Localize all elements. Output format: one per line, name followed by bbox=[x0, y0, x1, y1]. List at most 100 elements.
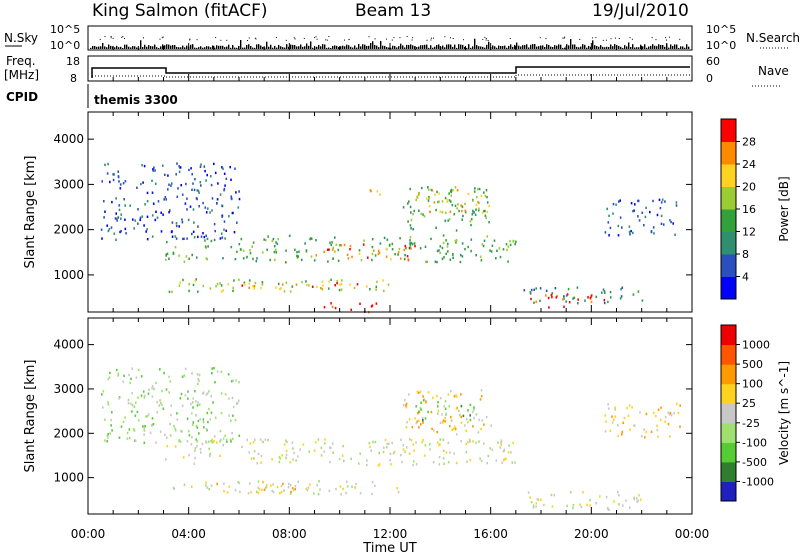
velocity-cell bbox=[213, 439, 215, 443]
power-cell bbox=[550, 293, 553, 297]
power-cell bbox=[450, 189, 452, 193]
velocity-cell bbox=[155, 441, 157, 444]
power-cell bbox=[351, 255, 353, 259]
velocity-cell bbox=[278, 456, 281, 459]
power-cell bbox=[307, 284, 310, 287]
velocity-cell bbox=[107, 401, 109, 404]
velocity-cell bbox=[540, 498, 542, 501]
nsearch-dot bbox=[665, 37, 667, 39]
velocity-cell bbox=[144, 394, 146, 398]
power-cell bbox=[124, 180, 127, 183]
x-tick-label: 00:00 bbox=[675, 527, 710, 541]
nsky-bar bbox=[418, 46, 420, 49]
power-cell bbox=[402, 206, 405, 209]
nsearch-dot bbox=[563, 37, 565, 39]
velocity-ytick-label: 4000 bbox=[53, 338, 84, 352]
velocity-cell bbox=[132, 428, 135, 431]
nsky-bar bbox=[270, 44, 272, 49]
velocity-cell bbox=[302, 443, 305, 446]
velocity-cell bbox=[283, 443, 286, 446]
velocity-cell bbox=[679, 404, 681, 407]
power-colorbar-segment bbox=[721, 164, 736, 187]
velocity-cell bbox=[111, 411, 113, 414]
nsky-bar bbox=[600, 45, 602, 49]
nsky-bar bbox=[248, 44, 250, 49]
nsky-bar bbox=[326, 47, 328, 49]
nsky-bar bbox=[310, 41, 312, 49]
power-cell bbox=[118, 204, 121, 207]
velocity-cell bbox=[626, 406, 628, 410]
nave-label: Nave bbox=[758, 64, 789, 78]
nsky-bar bbox=[122, 47, 124, 49]
nsky-bar bbox=[308, 45, 310, 49]
velocity-colorbar-segment bbox=[721, 364, 736, 385]
velocity-cell bbox=[170, 404, 172, 407]
power-cell bbox=[199, 181, 202, 184]
nsearch-dot bbox=[539, 37, 541, 39]
velocity-cell bbox=[159, 368, 161, 371]
velocity-cell bbox=[230, 440, 232, 443]
nsky-bar bbox=[664, 46, 666, 49]
nsearch-dot bbox=[391, 39, 393, 41]
nsky-bar bbox=[276, 47, 278, 49]
power-cell bbox=[562, 298, 564, 301]
power-cell bbox=[153, 166, 155, 169]
velocity-cell bbox=[110, 424, 112, 427]
velocity-cell bbox=[143, 441, 146, 444]
power-cell bbox=[280, 287, 282, 290]
velocity-cell bbox=[262, 440, 264, 444]
velocity-cell bbox=[500, 439, 503, 442]
velocity-cell bbox=[168, 375, 170, 379]
power-cell bbox=[644, 215, 647, 219]
power-cell bbox=[419, 247, 422, 250]
power-cell bbox=[388, 244, 391, 247]
power-cell bbox=[193, 188, 196, 192]
power-cell bbox=[652, 199, 654, 203]
power-cell bbox=[224, 184, 226, 187]
velocity-cell bbox=[655, 414, 657, 418]
power-cell bbox=[447, 250, 449, 253]
nsearch-dot bbox=[679, 38, 681, 40]
velocity-cell bbox=[162, 407, 165, 410]
velocity-cell bbox=[256, 462, 259, 465]
nsky-bar bbox=[104, 46, 106, 49]
power-cell bbox=[539, 287, 542, 290]
nsky-bar bbox=[446, 44, 448, 49]
power-cell bbox=[334, 236, 336, 239]
velocity-cell bbox=[478, 418, 480, 422]
power-cell bbox=[304, 242, 306, 245]
nsky-bar bbox=[532, 44, 534, 49]
velocity-cell bbox=[436, 394, 438, 398]
power-cell bbox=[239, 248, 242, 251]
nave-tick-low: 0 bbox=[706, 72, 713, 85]
power-cell bbox=[216, 202, 218, 205]
power-cell bbox=[445, 239, 447, 242]
velocity-cell bbox=[144, 424, 146, 428]
power-cell bbox=[252, 257, 254, 261]
velocity-cell bbox=[280, 484, 283, 488]
power-cell bbox=[452, 189, 454, 192]
nsky-bar bbox=[288, 46, 290, 49]
nsky-bar bbox=[542, 45, 544, 49]
nsky-bar bbox=[670, 44, 672, 49]
velocity-cell bbox=[283, 489, 285, 492]
nsky-bar bbox=[342, 45, 344, 49]
velocity-cell bbox=[377, 464, 380, 467]
velocity-cell bbox=[354, 486, 356, 489]
velocity-cell bbox=[299, 448, 301, 451]
power-cell bbox=[241, 284, 244, 287]
power-cell bbox=[281, 283, 284, 286]
nsky-bar bbox=[258, 44, 260, 49]
nsky-bar bbox=[158, 47, 160, 49]
velocity-cell bbox=[457, 409, 460, 412]
velocity-cell bbox=[149, 431, 152, 435]
station-title: King Salmon (fitACF) bbox=[92, 1, 268, 21]
velocity-cell bbox=[612, 418, 615, 421]
nsky-bar bbox=[684, 47, 686, 49]
nsky-bar bbox=[640, 44, 642, 49]
nsky-bar bbox=[266, 41, 268, 49]
power-cell bbox=[195, 278, 197, 281]
velocity-cell bbox=[656, 424, 658, 427]
nsky-bar bbox=[324, 44, 326, 49]
velocity-cell bbox=[332, 451, 334, 454]
